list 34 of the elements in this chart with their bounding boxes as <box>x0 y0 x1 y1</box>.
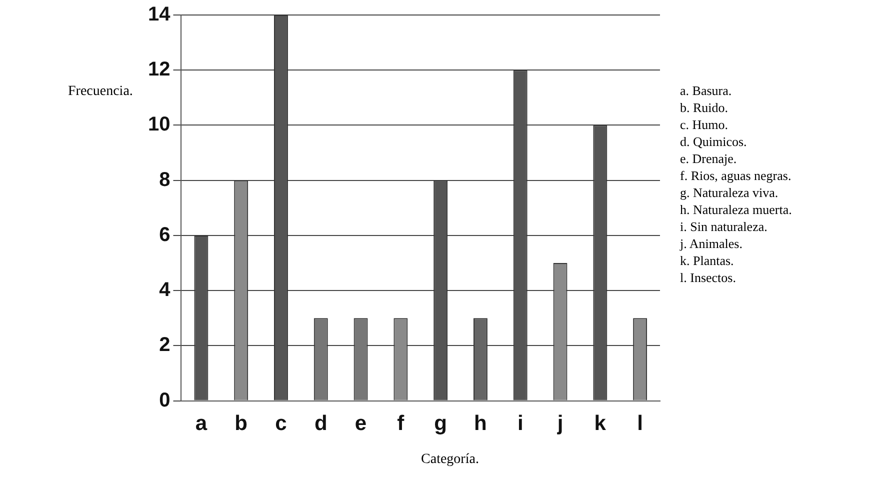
y-tick-label: 8 <box>159 168 170 191</box>
text: i. Sin naturaleza. <box>680 218 768 235</box>
text: b. Ruido. <box>680 99 730 116</box>
x-axis-title: Categoría. <box>420 452 480 468</box>
y-tick-label: 4 <box>159 279 172 302</box>
x-tick-label: g <box>434 412 447 436</box>
x-tick-label: d <box>314 412 328 436</box>
text: h. Naturaleza muerta. <box>680 201 792 218</box>
y-tick-label: 2 <box>159 334 170 356</box>
y-tick-label: 12 <box>148 58 170 81</box>
text: g. Naturaleza viva. <box>680 184 780 201</box>
y-axis-title: Frecuencia. <box>68 84 133 100</box>
y-tick-label: 0 <box>159 389 170 412</box>
y-tick-label: 14 <box>148 4 172 26</box>
y-tick-label: 6 <box>159 224 170 246</box>
y-tick-label: 10 <box>148 114 170 136</box>
x-tick-label: k <box>594 412 606 436</box>
text: e. Drenaje. <box>680 150 738 167</box>
text: a. Basura. <box>680 82 733 99</box>
text: l. Insectos. <box>680 269 737 286</box>
x-tick-label: h <box>474 412 487 436</box>
text: j. Animales. <box>680 235 744 252</box>
x-tick-label: j <box>556 412 564 436</box>
x-tick-label: l <box>637 412 643 436</box>
x-tick-label: a <box>195 412 208 436</box>
x-tick-label: c <box>275 412 288 436</box>
x-tick-label: i <box>517 412 524 436</box>
text: c. Humo. <box>680 116 730 133</box>
x-tick-label: e <box>354 412 367 436</box>
x-tick-label: f <box>397 412 406 436</box>
text: f. Rios, aguas negras. <box>680 167 792 184</box>
text: d. Quimicos. <box>680 133 748 150</box>
text: k. Plantas. <box>680 252 735 269</box>
x-tick-label: b <box>234 412 248 436</box>
